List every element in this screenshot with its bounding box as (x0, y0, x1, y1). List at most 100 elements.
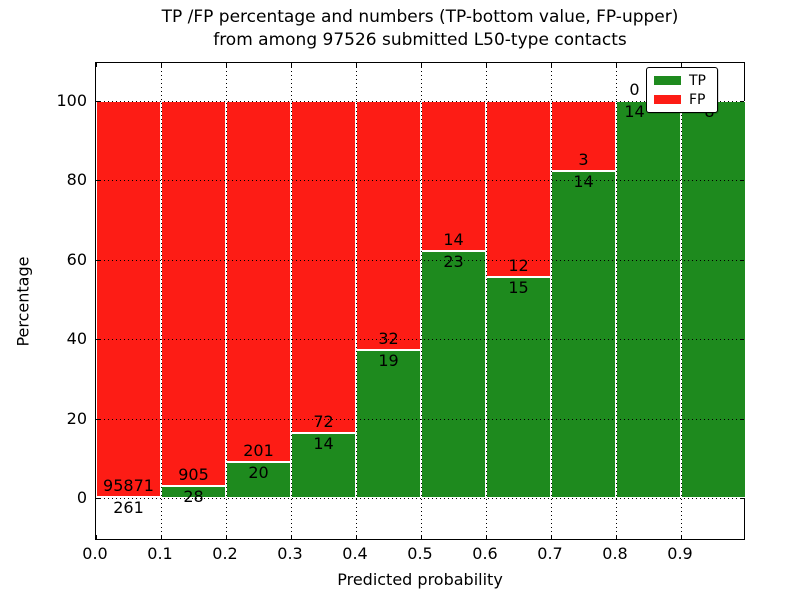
gridline-vertical (616, 63, 617, 539)
x-tick-label: 0.4 (342, 544, 368, 563)
x-tick-mark-bottom (681, 535, 682, 539)
x-tick-mark-bottom (226, 535, 227, 539)
y-tick-mark-right (740, 418, 744, 420)
bar-label-fp: 95871 (103, 475, 154, 495)
legend-item-fp: FP (654, 93, 710, 107)
bar-label-fp: 201 (243, 441, 274, 461)
chart-title-line1: TP /FP percentage and numbers (TP-bottom… (161, 7, 679, 27)
x-tick-mark-top (486, 63, 487, 67)
bar-segment-tp (486, 277, 551, 498)
bar-segment-fp (486, 101, 551, 278)
y-tick-mark-left (96, 101, 100, 102)
legend-item-tp: TP (654, 74, 710, 88)
gridline-horizontal (96, 498, 744, 499)
y-tick-label: 60 (66, 249, 87, 269)
plot-area: TP FP 95871 261 905 28 201 20 72 14 32 19 14 23 12 15 3… (95, 62, 746, 540)
gridline-horizontal (96, 339, 744, 341)
y-tick-label: 100 (56, 91, 87, 110)
y-tick-mark-right (740, 498, 744, 499)
bar-segment-tp (291, 433, 356, 498)
y-tick-label: 40 (66, 329, 87, 349)
bar-label-tp: 14 (313, 434, 334, 454)
x-tick-mark-bottom (356, 535, 357, 539)
y-tick-mark-right (740, 339, 744, 341)
y-tick-label: 80 (66, 170, 87, 190)
chart-title-line2: from among 97526 submitted L50-type cont… (213, 30, 627, 50)
bar-label-fp: 905 (178, 465, 209, 485)
gridline-vertical (356, 63, 357, 539)
x-tick-label: 0.0 (82, 544, 108, 563)
bar-segment-fp (291, 101, 356, 434)
bar-label-fp: 12 (508, 256, 529, 276)
bar-segment-fp (421, 101, 486, 252)
legend-swatch-tp (654, 76, 681, 85)
bar-label-tp: 19 (378, 351, 399, 371)
x-axis-label: Predicted probability (337, 570, 503, 589)
bar-segment-tp (356, 350, 421, 498)
bar-segment-tp (551, 171, 616, 498)
y-tick-mark-left (96, 259, 100, 261)
x-tick-label: 0.2 (212, 544, 238, 563)
legend-label-tp: TP (689, 72, 706, 89)
bar-label-fp: 32 (378, 329, 399, 349)
chart-title: TP /FP percentage and numbers (TP-bottom… (95, 6, 745, 52)
gridline-horizontal (96, 418, 744, 420)
gridline-horizontal (96, 180, 744, 182)
y-tick-mark-left (96, 339, 100, 341)
bar-label-fp: 0 (629, 80, 640, 99)
legend-swatch-fp (654, 95, 681, 104)
bar-label-tp: 28 (183, 487, 204, 507)
y-tick-mark-left (96, 180, 100, 182)
gridline-vertical (421, 63, 422, 539)
x-tick-mark-bottom (616, 535, 617, 539)
gridline-vertical (551, 63, 552, 539)
x-tick-label: 0.1 (147, 544, 173, 563)
x-tick-label: 0.6 (472, 544, 498, 563)
x-tick-mark-top (681, 63, 682, 67)
x-tick-mark-top (291, 63, 292, 67)
legend: TP FP (646, 67, 718, 113)
legend-label-fp: FP (689, 91, 706, 108)
gridline-vertical (681, 63, 682, 539)
x-tick-mark-bottom (551, 535, 552, 539)
bar-label-fp: 14 (443, 230, 464, 250)
x-tick-mark-top (161, 63, 162, 67)
x-tick-label: 0.9 (667, 544, 693, 563)
bar-label-fp: 3 (578, 150, 589, 170)
bar-segment-tp (681, 101, 746, 498)
bar-label-tp: 23 (443, 252, 464, 272)
x-tick-mark-top (421, 63, 422, 67)
bar-label-tp: 20 (248, 463, 269, 483)
x-tick-mark-bottom (421, 535, 422, 539)
y-tick-mark-left (96, 498, 100, 499)
bar-label-fp: 72 (313, 412, 334, 432)
gridline-vertical (486, 63, 487, 539)
x-tick-mark-top (96, 63, 97, 67)
bar-segment-fp (96, 101, 161, 497)
bar-segment-fp (226, 101, 291, 463)
x-tick-mark-bottom (161, 535, 162, 539)
gridline-vertical (291, 63, 292, 539)
bar-segment-tp (421, 251, 486, 498)
y-axis-label: Percentage (13, 256, 33, 347)
gridline-vertical (226, 63, 227, 539)
gridline-vertical (161, 63, 162, 539)
x-tick-mark-top (551, 63, 552, 67)
x-tick-mark-top (616, 63, 617, 67)
y-tick-mark-right (740, 101, 744, 102)
bar-label-tp: 261 (113, 497, 144, 517)
x-tick-label: 0.7 (537, 544, 563, 563)
y-tick-mark-right (740, 180, 744, 182)
y-tick-label: 0 (76, 488, 87, 507)
bar-label-tp: 15 (508, 278, 529, 298)
x-tick-mark-top (226, 63, 227, 67)
x-tick-label: 0.3 (277, 544, 303, 563)
bar-segment-fp (161, 101, 226, 487)
x-tick-mark-bottom (291, 535, 292, 539)
x-tick-label: 0.5 (407, 544, 433, 563)
x-tick-mark-bottom (486, 535, 487, 539)
y-tick-mark-right (740, 259, 744, 261)
y-tick-label: 20 (66, 408, 87, 428)
x-tick-mark-top (356, 63, 357, 67)
